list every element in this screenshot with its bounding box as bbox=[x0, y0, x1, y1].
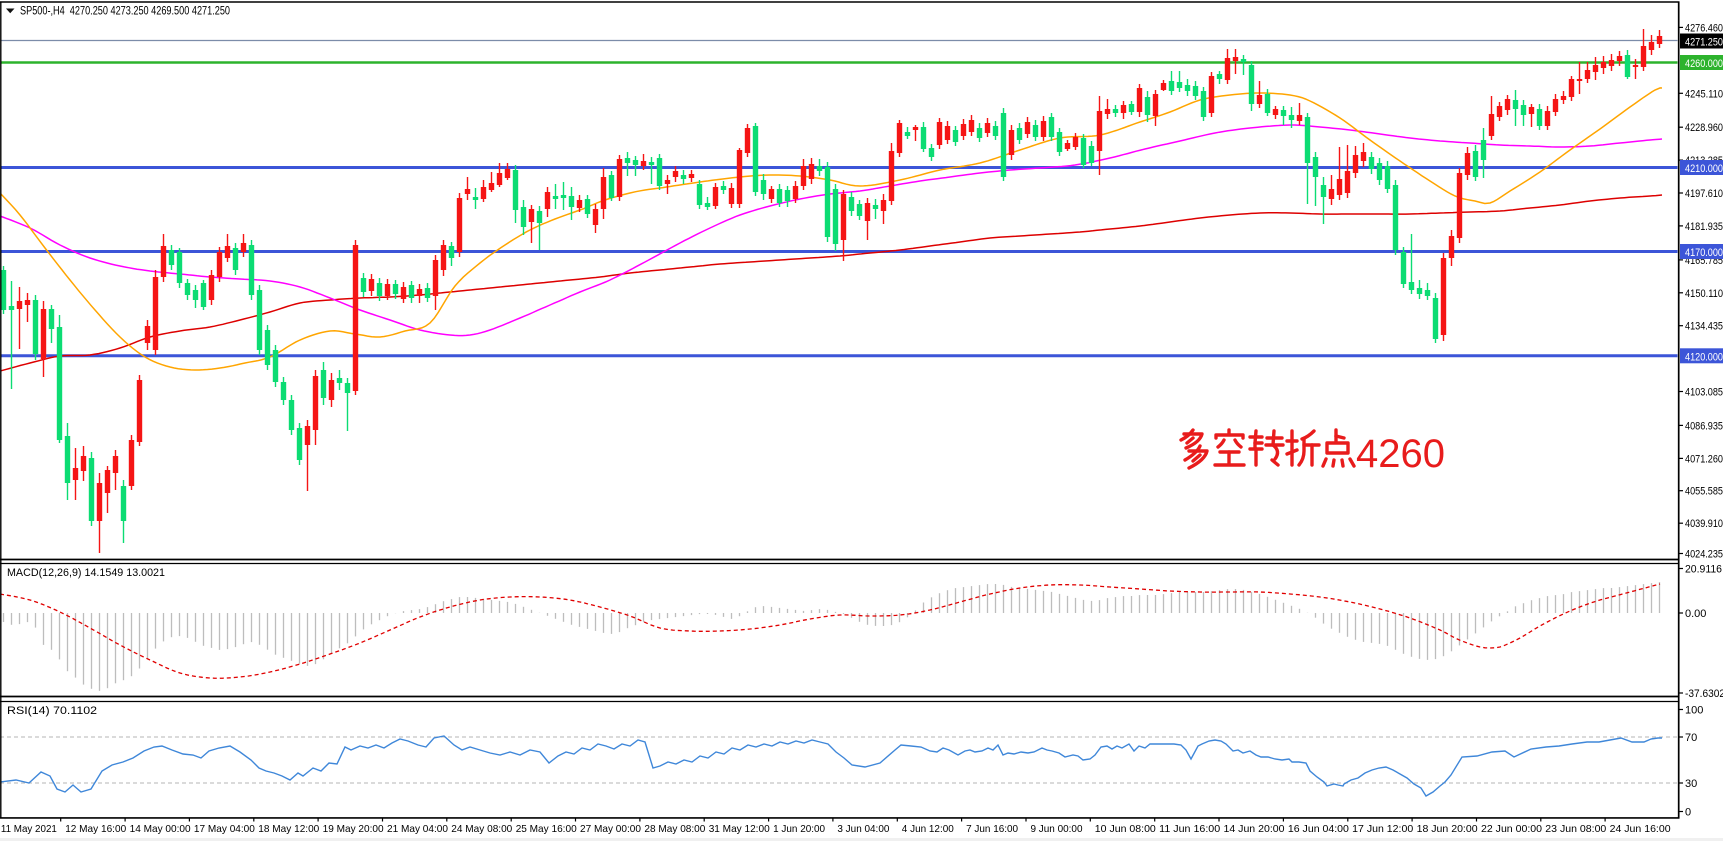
svg-text:3 Jun 04:00: 3 Jun 04:00 bbox=[837, 823, 889, 835]
svg-text:4197.610: 4197.610 bbox=[1685, 188, 1723, 200]
svg-text:28 May 08:00: 28 May 08:00 bbox=[644, 823, 705, 835]
svg-text:7 Jun 16:00: 7 Jun 16:00 bbox=[966, 823, 1018, 835]
svg-text:10 Jun 08:00: 10 Jun 08:00 bbox=[1095, 823, 1156, 835]
svg-text:4150.110: 4150.110 bbox=[1685, 288, 1723, 300]
svg-text:4260.000: 4260.000 bbox=[1685, 58, 1723, 70]
svg-text:4228.960: 4228.960 bbox=[1685, 122, 1723, 134]
svg-text:17 May 04:00: 17 May 04:00 bbox=[194, 823, 255, 835]
svg-text:22 Jun 00:00: 22 Jun 00:00 bbox=[1481, 823, 1542, 835]
svg-text:4276.460: 4276.460 bbox=[1685, 22, 1723, 34]
svg-text:21 May 04:00: 21 May 04:00 bbox=[387, 823, 448, 835]
svg-text:9 Jun 00:00: 9 Jun 00:00 bbox=[1031, 823, 1083, 835]
svg-text:1 Jun 20:00: 1 Jun 20:00 bbox=[773, 823, 825, 835]
svg-text:100: 100 bbox=[1685, 705, 1703, 717]
svg-text:4039.910: 4039.910 bbox=[1685, 518, 1723, 530]
svg-text:14 Jun 20:00: 14 Jun 20:00 bbox=[1224, 823, 1285, 835]
svg-text:SP500-,H4 4270.250 4273.250 4: SP500-,H4 4270.250 4273.250 4269.500 427… bbox=[20, 4, 230, 18]
svg-text:MACD(12,26,9) 14.1549 13.0021: MACD(12,26,9) 14.1549 13.0021 bbox=[7, 567, 165, 579]
svg-text:4024.235: 4024.235 bbox=[1685, 549, 1723, 561]
svg-text:4086.935: 4086.935 bbox=[1685, 420, 1723, 432]
svg-text:11 Jun 16:00: 11 Jun 16:00 bbox=[1159, 823, 1220, 835]
svg-text:24 Jun 16:00: 24 Jun 16:00 bbox=[1610, 823, 1671, 835]
svg-text:11 May 2021: 11 May 2021 bbox=[1, 823, 57, 835]
svg-text:70: 70 bbox=[1685, 732, 1697, 744]
svg-text:4210.000: 4210.000 bbox=[1685, 163, 1723, 175]
svg-text:4271.250: 4271.250 bbox=[1685, 37, 1723, 49]
svg-text:4134.435: 4134.435 bbox=[1685, 321, 1723, 333]
svg-text:4260: 4260 bbox=[1356, 432, 1445, 476]
svg-text:31 May 12:00: 31 May 12:00 bbox=[709, 823, 770, 835]
svg-text:4103.085: 4103.085 bbox=[1685, 387, 1723, 399]
svg-text:18 Jun 20:00: 18 Jun 20:00 bbox=[1417, 823, 1478, 835]
svg-text:14 May 00:00: 14 May 00:00 bbox=[130, 823, 191, 835]
svg-text:24 May 08:00: 24 May 08:00 bbox=[451, 823, 512, 835]
svg-text:27 May 00:00: 27 May 00:00 bbox=[580, 823, 641, 835]
svg-text:4245.110: 4245.110 bbox=[1685, 88, 1723, 100]
svg-text:4120.000: 4120.000 bbox=[1685, 351, 1723, 363]
svg-text:-37.6302: -37.6302 bbox=[1685, 688, 1723, 700]
svg-text:RSI(14) 70.1102: RSI(14) 70.1102 bbox=[7, 705, 97, 717]
svg-text:4 Jun 12:00: 4 Jun 12:00 bbox=[902, 823, 954, 835]
svg-text:25 May 16:00: 25 May 16:00 bbox=[516, 823, 577, 835]
svg-text:4071.260: 4071.260 bbox=[1685, 453, 1723, 465]
svg-text:17 Jun 12:00: 17 Jun 12:00 bbox=[1352, 823, 1413, 835]
svg-text:19 May 20:00: 19 May 20:00 bbox=[323, 823, 384, 835]
svg-text:30: 30 bbox=[1685, 778, 1697, 790]
svg-text:4181.935: 4181.935 bbox=[1685, 221, 1723, 233]
svg-text:4055.585: 4055.585 bbox=[1685, 486, 1723, 498]
svg-text:16 Jun 04:00: 16 Jun 04:00 bbox=[1288, 823, 1349, 835]
svg-text:18 May 12:00: 18 May 12:00 bbox=[258, 823, 319, 835]
svg-text:12 May 16:00: 12 May 16:00 bbox=[65, 823, 126, 835]
svg-text:0.00: 0.00 bbox=[1685, 608, 1706, 620]
svg-text:20.9116: 20.9116 bbox=[1685, 564, 1722, 576]
svg-text:23 Jun 08:00: 23 Jun 08:00 bbox=[1545, 823, 1606, 835]
svg-text:4170.000: 4170.000 bbox=[1685, 247, 1723, 259]
svg-text:0: 0 bbox=[1685, 807, 1691, 819]
